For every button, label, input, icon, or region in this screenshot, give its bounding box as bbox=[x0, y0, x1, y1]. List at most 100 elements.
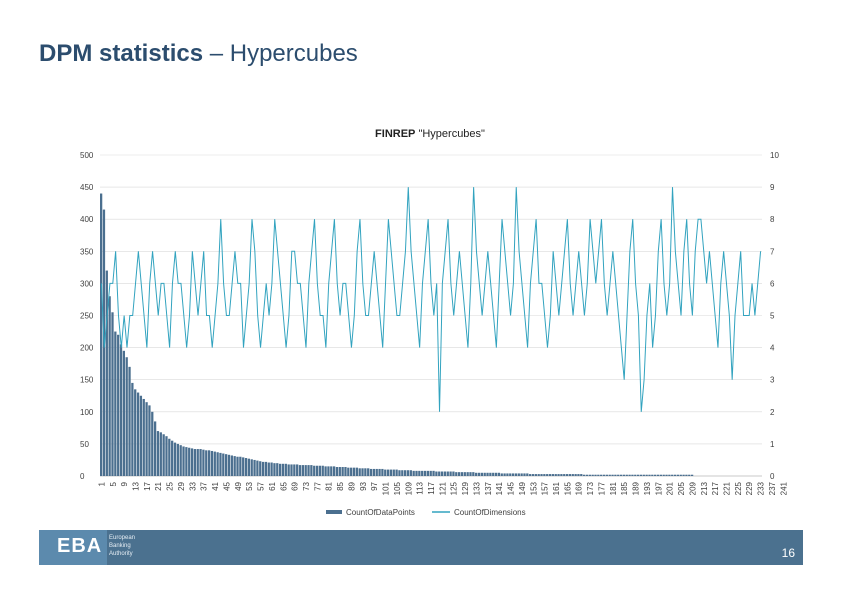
x-tick-label: 1 bbox=[97, 481, 106, 486]
bar bbox=[367, 468, 370, 476]
bar bbox=[577, 474, 580, 476]
bar bbox=[213, 451, 216, 476]
bar bbox=[492, 472, 495, 476]
bar bbox=[631, 474, 634, 476]
bar bbox=[171, 440, 174, 476]
bar bbox=[344, 467, 347, 476]
x-tick-label: 165 bbox=[563, 481, 572, 495]
x-tick-label: 17 bbox=[143, 481, 152, 490]
bar bbox=[645, 474, 648, 476]
logo-line-1: European bbox=[109, 535, 136, 541]
x-tick-label: 77 bbox=[313, 481, 322, 490]
bar bbox=[313, 465, 316, 476]
bar bbox=[375, 468, 378, 476]
bar bbox=[298, 465, 302, 476]
gridlines bbox=[100, 154, 762, 477]
bar bbox=[256, 460, 259, 476]
bar bbox=[176, 443, 179, 476]
right-tick-label: 9 bbox=[770, 183, 775, 192]
bar bbox=[520, 473, 523, 476]
bar bbox=[619, 474, 623, 476]
x-tick-label: 153 bbox=[529, 481, 538, 495]
bar bbox=[225, 454, 228, 476]
logo-line-3: Authority bbox=[109, 551, 133, 557]
bar bbox=[406, 470, 410, 476]
bar bbox=[585, 474, 589, 476]
bar bbox=[671, 474, 674, 476]
x-tick-label: 217 bbox=[711, 481, 720, 495]
x-tick-label: 73 bbox=[302, 481, 311, 490]
bar bbox=[494, 472, 498, 476]
bar bbox=[219, 452, 222, 476]
bar bbox=[310, 465, 313, 476]
bar bbox=[659, 474, 662, 476]
left-axis: 0 50 100 150 200 250 300 350 400 450 500 bbox=[80, 151, 94, 481]
bar bbox=[568, 474, 572, 476]
bar bbox=[472, 472, 475, 476]
bar bbox=[279, 463, 282, 476]
bar bbox=[270, 462, 273, 476]
x-tick-label: 173 bbox=[586, 481, 595, 495]
bar bbox=[273, 463, 276, 476]
bar bbox=[597, 474, 600, 476]
bar bbox=[253, 459, 256, 476]
bar bbox=[449, 471, 452, 476]
bar bbox=[296, 464, 299, 476]
x-tick-label: 117 bbox=[427, 481, 436, 494]
bar bbox=[455, 472, 458, 476]
right-tick-label: 7 bbox=[770, 247, 775, 256]
bar bbox=[395, 469, 398, 476]
slide-title: DPM statistics – Hypercubes bbox=[39, 40, 358, 68]
bar bbox=[148, 405, 151, 476]
bar bbox=[546, 474, 549, 476]
eba-logo: EBA bbox=[39, 530, 107, 565]
bar bbox=[571, 474, 574, 476]
bar bbox=[216, 452, 219, 476]
bar bbox=[574, 474, 577, 476]
bar bbox=[139, 395, 143, 476]
bar bbox=[321, 465, 324, 476]
slide-title-bold: DPM statistics bbox=[39, 40, 204, 67]
bar bbox=[162, 434, 165, 476]
bar bbox=[440, 471, 444, 476]
bar bbox=[600, 474, 603, 476]
bar bbox=[111, 312, 114, 476]
bar bbox=[531, 474, 535, 476]
bar bbox=[628, 474, 631, 476]
bar bbox=[227, 454, 231, 476]
bar bbox=[259, 461, 262, 476]
bar bbox=[335, 467, 339, 476]
x-tick-label: 177 bbox=[597, 481, 606, 495]
right-tick-label: 4 bbox=[770, 344, 775, 353]
bar bbox=[477, 472, 481, 476]
bar bbox=[372, 468, 376, 476]
bar bbox=[690, 474, 694, 476]
bar bbox=[583, 474, 586, 476]
bar bbox=[617, 474, 620, 476]
x-tick-label: 185 bbox=[620, 481, 629, 495]
bar bbox=[580, 474, 583, 476]
bar bbox=[438, 471, 441, 476]
x-tick-label: 25 bbox=[166, 481, 175, 490]
x-tick-label: 21 bbox=[154, 481, 163, 490]
bar bbox=[685, 474, 688, 476]
bar bbox=[489, 472, 492, 476]
x-tick-label: 145 bbox=[507, 481, 516, 495]
bar bbox=[202, 449, 205, 476]
dimensions-line bbox=[100, 187, 762, 412]
legend-label-bar: CountOfDataPoints bbox=[346, 508, 415, 517]
bar bbox=[100, 193, 103, 476]
bar bbox=[165, 436, 168, 476]
bar bbox=[560, 474, 563, 476]
right-tick-label: 2 bbox=[770, 408, 775, 417]
x-tick-label: 97 bbox=[370, 481, 379, 490]
bar bbox=[378, 468, 381, 476]
bar bbox=[264, 461, 268, 476]
bar bbox=[117, 334, 120, 476]
bar bbox=[514, 473, 518, 476]
bar bbox=[594, 474, 597, 476]
bar bbox=[185, 447, 188, 476]
bar bbox=[196, 449, 199, 476]
bar bbox=[554, 474, 557, 476]
left-tick-label: 350 bbox=[80, 247, 94, 256]
